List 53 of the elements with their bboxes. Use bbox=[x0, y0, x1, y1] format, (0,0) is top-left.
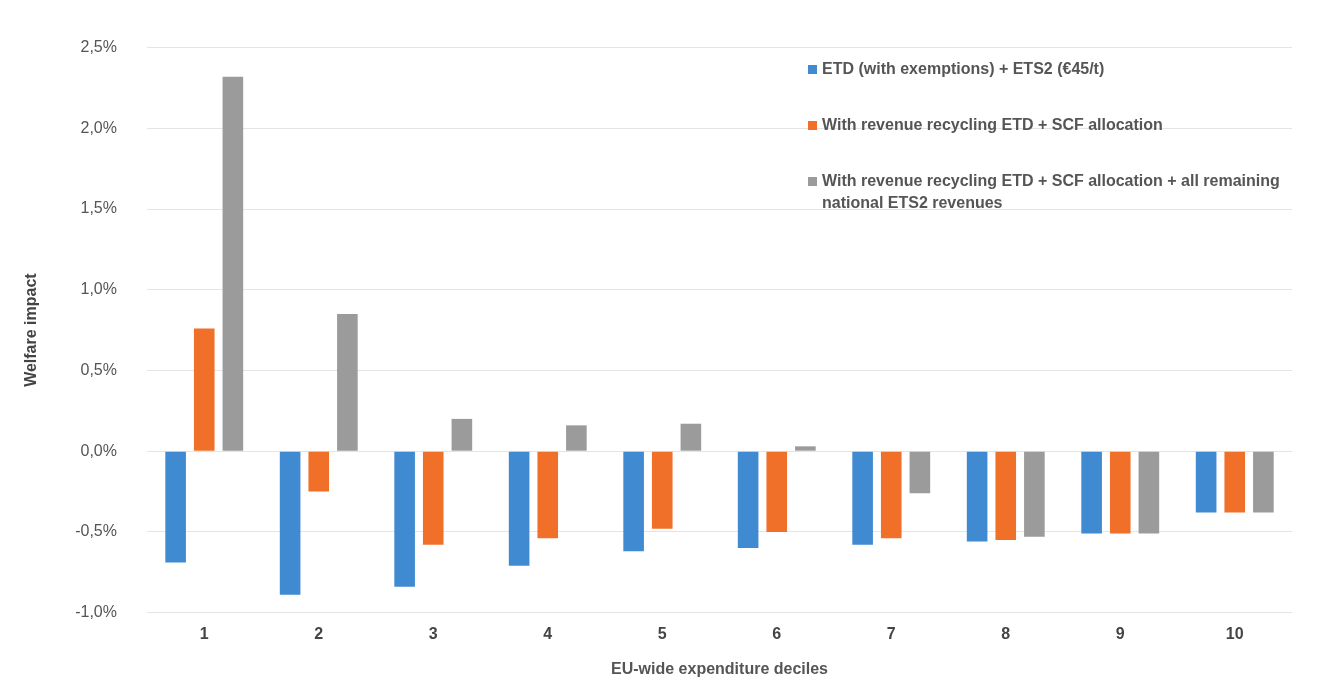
bar bbox=[165, 451, 186, 563]
x-tick-label: 4 bbox=[543, 624, 553, 642]
bar bbox=[222, 76, 244, 451]
y-tick-label: 0,5% bbox=[80, 360, 117, 378]
bar bbox=[880, 451, 902, 539]
bar bbox=[193, 328, 215, 451]
bar bbox=[909, 451, 931, 494]
x-tick-label: 1 bbox=[199, 624, 209, 642]
bar bbox=[337, 313, 358, 451]
bar bbox=[623, 451, 644, 552]
bar bbox=[737, 451, 759, 549]
bar bbox=[680, 423, 702, 451]
x-tick-label: 6 bbox=[772, 624, 782, 642]
bar bbox=[852, 451, 873, 545]
x-tick-label: 8 bbox=[1001, 624, 1011, 642]
bar bbox=[537, 451, 559, 539]
bar bbox=[422, 451, 444, 545]
bar bbox=[1195, 451, 1217, 513]
bar bbox=[995, 451, 1017, 540]
y-tick-label: 0,0% bbox=[80, 441, 117, 459]
x-tick-label: 3 bbox=[428, 624, 438, 642]
legend-label: With revenue recycling ETD + SCF allocation bbox=[822, 115, 1163, 135]
bar bbox=[394, 451, 415, 587]
legend-label: ETD (with exemptions) + ETS2 (€45/t) bbox=[822, 59, 1105, 79]
bar bbox=[1109, 451, 1131, 534]
bar bbox=[1024, 451, 1045, 537]
bar bbox=[766, 451, 788, 532]
x-tick-label: 9 bbox=[1115, 624, 1125, 642]
bar bbox=[795, 446, 816, 451]
bar bbox=[651, 451, 673, 529]
bar bbox=[508, 451, 530, 566]
bar bbox=[279, 451, 301, 595]
bar bbox=[1253, 451, 1274, 513]
y-tick-label: 1,0% bbox=[80, 280, 117, 298]
bar bbox=[966, 451, 988, 542]
bar bbox=[566, 425, 587, 451]
bar bbox=[451, 418, 473, 451]
bar bbox=[308, 451, 330, 492]
y-axis-title: Welfare impact bbox=[22, 272, 40, 387]
y-tick-label: 1,5% bbox=[80, 199, 117, 217]
x-tick-label: 5 bbox=[657, 624, 667, 642]
bar bbox=[1138, 451, 1160, 534]
x-tick-label: 10 bbox=[1225, 624, 1244, 642]
y-tick-label: 2,5% bbox=[80, 38, 117, 56]
legend-label: With revenue recycling ETD + SCF allocation + all remaining national ETS2 revenues bbox=[822, 171, 1281, 213]
x-axis-title: EU-wide expenditure deciles bbox=[611, 659, 829, 677]
x-tick-label: 7 bbox=[886, 624, 896, 642]
bar bbox=[1081, 451, 1102, 534]
x-tick-label: 2 bbox=[314, 624, 324, 642]
y-tick-label: -1,0% bbox=[75, 603, 117, 621]
y-tick-label: -0,5% bbox=[75, 522, 117, 540]
bar bbox=[1224, 451, 1246, 513]
y-tick-label: 2,0% bbox=[80, 118, 117, 136]
